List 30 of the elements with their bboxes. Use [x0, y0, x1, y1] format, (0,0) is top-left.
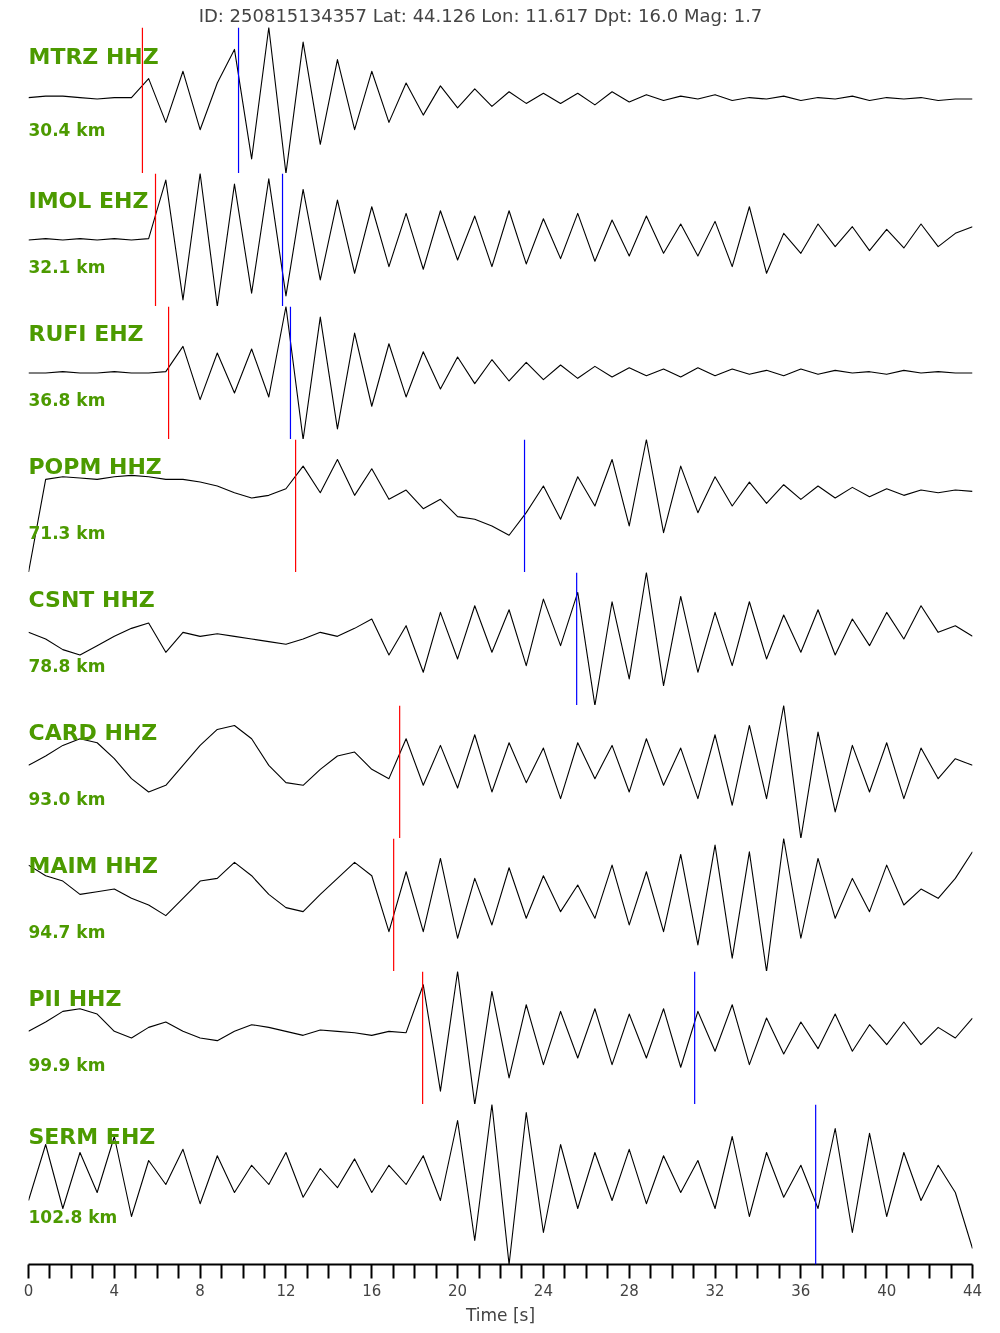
x-tick-label: 40 [877, 1281, 897, 1300]
x-tick-label: 8 [195, 1281, 205, 1300]
x-tick-label: 24 [533, 1281, 553, 1300]
annotation: 99.9 km [28, 1054, 106, 1075]
annotation: SERM EHZ [28, 1124, 156, 1149]
x-tick-label: 12 [276, 1281, 296, 1300]
annotation: 78.8 km [28, 655, 106, 676]
annotation: 102.8 km [28, 1206, 118, 1227]
x-tick-label: 4 [109, 1281, 120, 1300]
annotation: IMOL EHZ [28, 187, 149, 213]
x-axis-title: Time [s] [464, 1304, 536, 1325]
annotation: CSNT HHZ [28, 586, 155, 612]
x-tick-label: 16 [362, 1281, 382, 1300]
x-tick-label: 36 [791, 1281, 811, 1300]
annotation: 32.1 km [28, 256, 106, 277]
x-tick-label: 28 [619, 1281, 639, 1300]
annotation: RUFI EHZ [28, 320, 144, 346]
annotation: 94.7 km [28, 921, 106, 942]
annotation: PII HHZ [28, 985, 122, 1011]
x-tick-label: 44 [962, 1281, 983, 1300]
chart-title: ID: 250815134357 Lat: 44.126 Lon: 11.617 Dpt: 16.0 Mag: 1.7 [198, 4, 763, 26]
x-tick-label: 32 [705, 1281, 725, 1300]
x-tick-label: 20 [448, 1281, 468, 1300]
annotation: POPM HHZ [28, 453, 162, 479]
annotation: 36.8 km [28, 389, 106, 410]
annotation: MAIM HHZ [28, 852, 158, 878]
x-tick-label: 0 [23, 1281, 34, 1300]
annotation: 30.4 km [28, 119, 106, 140]
annotation: 93.0 km [28, 788, 106, 809]
annotation: CARD HHZ [28, 719, 158, 745]
